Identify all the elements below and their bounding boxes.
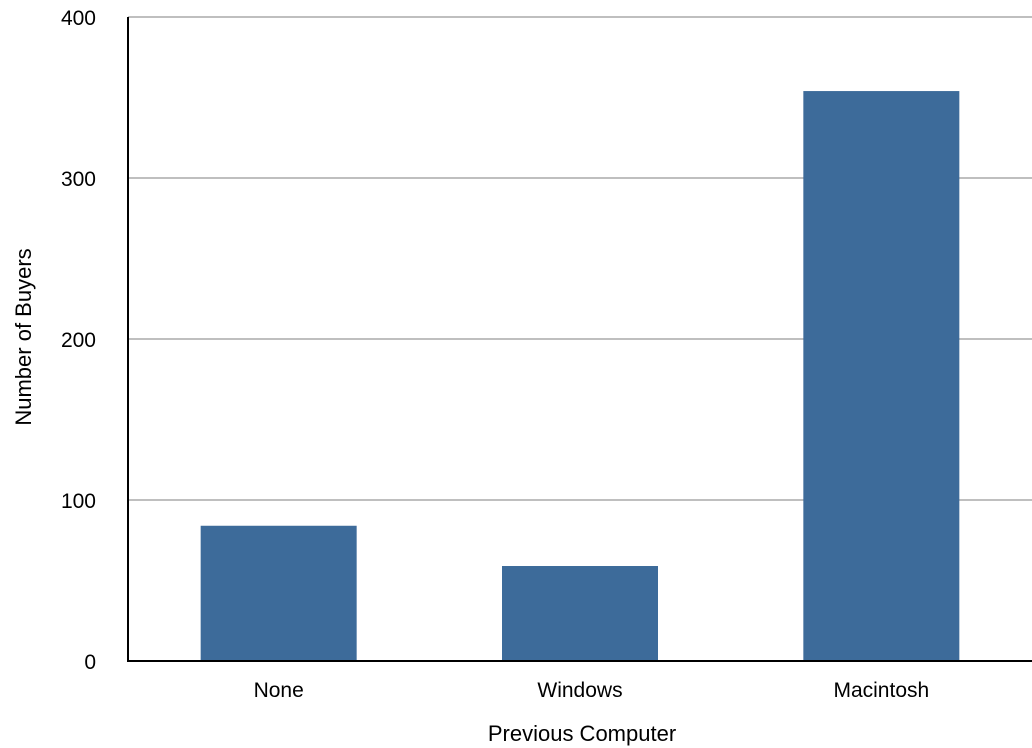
y-tick-label-400: 400: [61, 7, 96, 30]
x-tick-labels: None Windows Macintosh: [254, 679, 930, 702]
y-tick-labels: 0 100 200 300 400: [61, 7, 96, 674]
bar-windows: [502, 566, 658, 661]
y-tick-label-300: 300: [61, 168, 96, 191]
y-tick-label-100: 100: [61, 490, 96, 513]
y-tick-label-0: 0: [84, 651, 96, 674]
axes: [127, 17, 1032, 662]
bar-none: [200, 525, 357, 661]
y-axis-title: Number of Buyers: [11, 248, 36, 425]
x-axis-title: Previous Computer: [488, 721, 676, 746]
x-tick-label-none: None: [254, 679, 304, 702]
bars: [200, 91, 960, 661]
y-tick-label-200: 200: [61, 329, 96, 352]
x-tick-label-macintosh: Macintosh: [833, 679, 929, 702]
x-tick-label-windows: Windows: [537, 679, 622, 702]
bar-macintosh: [803, 91, 960, 661]
